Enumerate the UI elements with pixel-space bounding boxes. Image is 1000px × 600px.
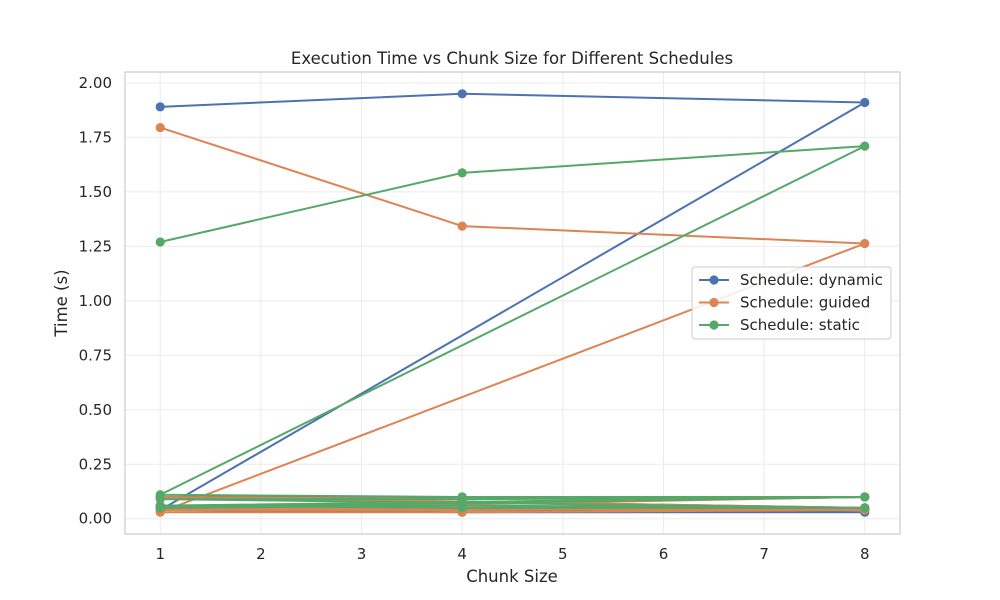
x-tick-label: 5 (558, 545, 568, 563)
y-tick-label: 0.50 (79, 401, 112, 419)
data-point (860, 492, 870, 502)
y-tick-label: 1.25 (79, 237, 112, 255)
legend-marker (709, 297, 719, 308)
x-tick-label: 3 (357, 545, 367, 563)
y-tick-label: 1.00 (79, 292, 112, 310)
data-point (155, 503, 165, 513)
x-tick-label: 8 (860, 545, 870, 563)
y-tick-label: 2.00 (79, 74, 112, 92)
legend-label: Schedule: dynamic (740, 271, 883, 289)
y-tick-label: 0.25 (79, 455, 112, 473)
y-tick-label: 1.50 (79, 183, 112, 201)
data-point (457, 221, 467, 231)
legend-item: Schedule: dynamic (699, 271, 883, 289)
data-point (860, 503, 870, 513)
data-point (457, 168, 467, 178)
x-axis: 1 2 3 4 5 6 7 8 (155, 545, 869, 563)
legend-marker (709, 320, 719, 330)
y-axis: 0.00 0.25 0.50 0.75 1.00 1.25 1.50 1.75 2.00 (79, 74, 112, 528)
y-axis-label: Time (s) (52, 269, 71, 337)
data-point (860, 238, 870, 249)
chart-title: Execution Time vs Chunk Size for Differe… (291, 49, 733, 68)
series-static (155, 141, 870, 513)
y-tick-label: 0.00 (79, 510, 112, 528)
series-layer (155, 89, 870, 517)
x-tick-label: 6 (659, 545, 669, 563)
x-tick-label: 7 (759, 545, 769, 563)
data-point (860, 97, 870, 108)
legend-label: Schedule: static (740, 316, 860, 334)
data-point (155, 237, 165, 247)
x-axis-label: Chunk Size (466, 567, 558, 586)
legend: Schedule: dynamic Schedule: guided Schedul… (691, 266, 892, 340)
data-point (457, 501, 467, 511)
legend-marker (709, 275, 719, 285)
data-point (155, 102, 165, 112)
plot-frame (124, 71, 901, 535)
data-point (457, 494, 467, 504)
legend-box (691, 266, 892, 340)
x-tick-label: 2 (256, 545, 266, 563)
data-point (155, 494, 165, 504)
x-tick-label: 1 (155, 545, 165, 563)
legend-item: Schedule: guided (699, 294, 870, 312)
data-point (155, 122, 165, 133)
data-point (457, 89, 467, 99)
legend-item: Schedule: static (699, 316, 860, 334)
data-point (860, 141, 870, 151)
y-tick-label: 1.75 (79, 128, 112, 146)
legend-label: Schedule: guided (740, 294, 870, 312)
y-tick-label: 0.75 (79, 346, 112, 364)
x-tick-label: 4 (457, 545, 467, 563)
